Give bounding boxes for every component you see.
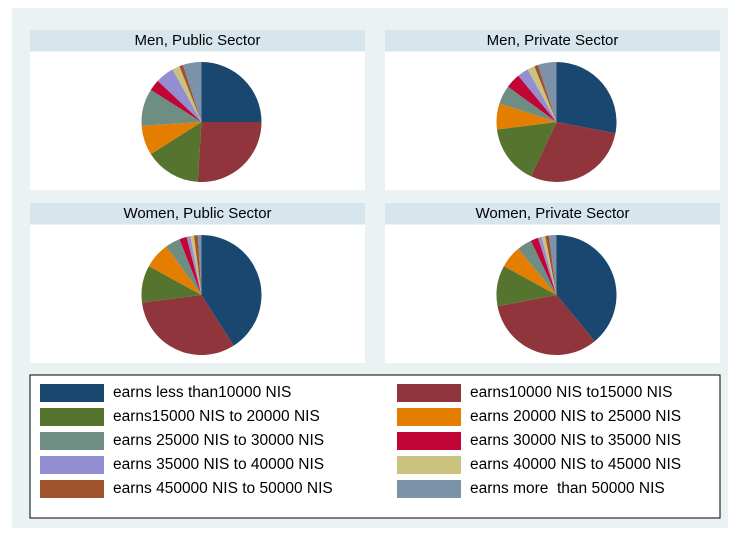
- legend-swatch: [397, 456, 461, 474]
- pie-slice: [503, 248, 557, 295]
- legend-swatch: [40, 456, 104, 474]
- pie-slice: [548, 235, 557, 295]
- legend-label: earns 30000 NIS to 35000 NIS: [470, 432, 681, 449]
- legend-swatch: [40, 408, 104, 426]
- legend-swatch: [397, 480, 461, 498]
- pie-slice: [197, 122, 262, 182]
- pie-slice: [527, 66, 557, 122]
- pie-slice: [556, 235, 617, 342]
- pie-slice: [530, 122, 616, 183]
- pie-slice: [496, 266, 557, 307]
- panel-header: [385, 30, 720, 51]
- legend-label: earns 40000 NIS to 45000 NIS: [470, 456, 681, 473]
- pie-slice: [537, 236, 557, 295]
- legend-label: earns 20000 NIS to 25000 NIS: [470, 408, 681, 425]
- pie-slice: [148, 246, 202, 295]
- pie-slice: [496, 103, 557, 130]
- legend-label: earns more than 50000 NIS: [470, 480, 665, 497]
- pie-slice: [179, 64, 202, 122]
- legend-box: [29, 374, 721, 519]
- legend-swatch: [40, 432, 104, 450]
- pie-slice: [201, 235, 262, 346]
- legend-swatch: [40, 480, 104, 498]
- pie-slice: [186, 236, 202, 295]
- panel-title: Men, Public Sector: [135, 32, 261, 49]
- panel-header: [385, 203, 720, 224]
- pie-slice: [197, 235, 202, 295]
- pie-slice: [518, 69, 557, 122]
- pie-slice: [496, 122, 557, 177]
- legend-label: earns 25000 NIS to 30000 NIS: [113, 432, 324, 449]
- pie-slice: [141, 266, 202, 303]
- panel-title: Women, Private Sector: [476, 205, 630, 222]
- pie-slice: [537, 62, 557, 122]
- pie-slice: [166, 239, 202, 295]
- pie-slice: [141, 89, 202, 126]
- legend-label: earns 450000 NIS to 50000 NIS: [113, 480, 333, 497]
- pie-slice: [150, 122, 202, 182]
- pie-slice: [193, 235, 202, 295]
- legend-swatch: [40, 384, 104, 402]
- pie-slice: [497, 295, 595, 356]
- panel-header: [30, 203, 365, 224]
- pie-slice: [182, 62, 202, 122]
- legend-label: earns15000 NIS to 20000 NIS: [113, 408, 320, 425]
- pie-slice: [172, 66, 202, 122]
- pie-slice: [141, 295, 234, 355]
- panel-title: Men, Private Sector: [487, 32, 619, 49]
- pie-slice: [499, 86, 557, 122]
- legend-swatch: [397, 408, 461, 426]
- panel-title: Women, Public Sector: [123, 205, 271, 222]
- pie-slice: [541, 236, 557, 295]
- pie-slice: [150, 80, 202, 122]
- legend-label: earns less than10000 NIS: [113, 384, 291, 401]
- pie-slice: [190, 235, 202, 295]
- legend-label: earns10000 NIS to15000 NIS: [470, 384, 673, 401]
- pie-slice: [518, 240, 557, 295]
- panel-header: [30, 30, 365, 51]
- pie-slice: [556, 62, 617, 134]
- pie-slice: [545, 235, 557, 295]
- legend-swatch: [397, 384, 461, 402]
- pie-slice: [179, 236, 202, 295]
- pie-slice: [507, 75, 557, 122]
- pie-slice: [530, 237, 557, 295]
- pie-slice: [534, 64, 557, 122]
- pie-slice: [157, 69, 202, 122]
- legend-label: earns 35000 NIS to 40000 NIS: [113, 456, 324, 473]
- legend-swatch: [397, 432, 461, 450]
- pie-slice: [141, 122, 202, 155]
- pie-slice: [201, 62, 262, 122]
